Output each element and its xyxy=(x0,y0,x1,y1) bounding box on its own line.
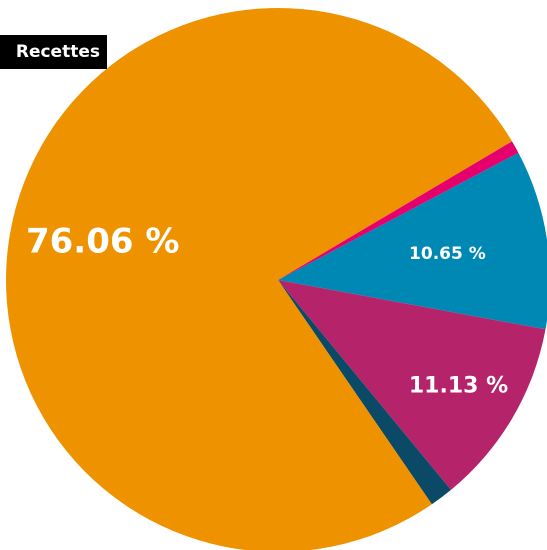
pie-slice-4 xyxy=(278,141,519,280)
slice-label-0: 10.65 % xyxy=(409,244,486,264)
pie-slice-0 xyxy=(278,152,547,330)
chart-title: Recettes xyxy=(15,42,100,62)
chart-title-tag: Recettes xyxy=(0,35,107,69)
pie-slice-2 xyxy=(278,280,451,505)
pie-slice-1 xyxy=(278,280,546,490)
slice-label-1: 11.13 % xyxy=(409,374,508,399)
pie-slice-3 xyxy=(6,8,513,550)
slice-label-3: 76.06 % xyxy=(26,221,179,261)
